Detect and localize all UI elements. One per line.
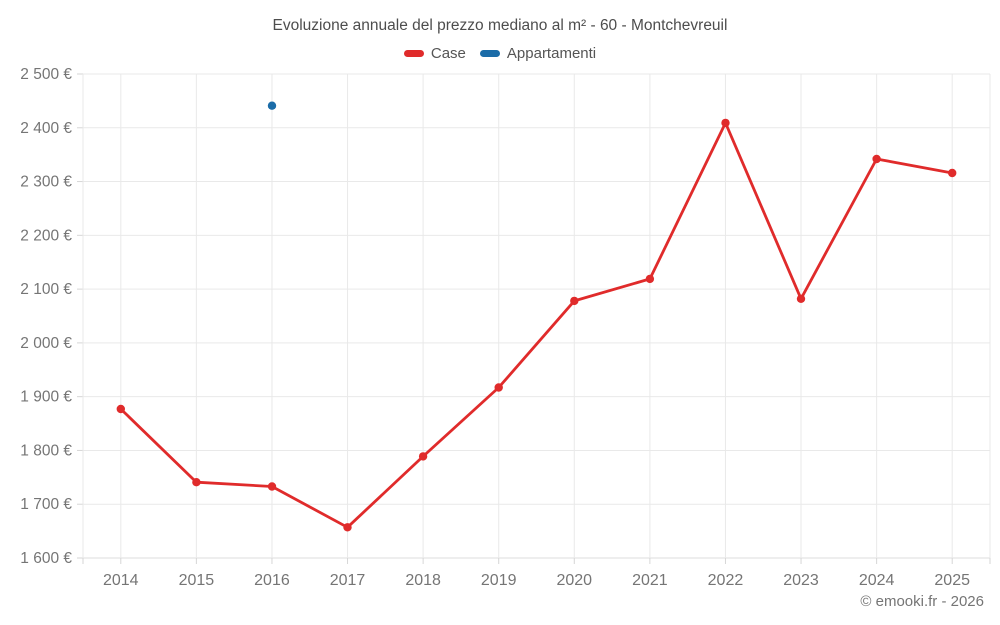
- chart-legend: Case Appartamenti: [0, 45, 1000, 62]
- case-point[interactable]: [796, 294, 806, 303]
- x-axis-label: 2018: [405, 572, 441, 589]
- case-point[interactable]: [116, 404, 126, 414]
- case-point[interactable]: [948, 168, 957, 178]
- case-point[interactable]: [192, 478, 201, 487]
- case-point[interactable]: [645, 274, 655, 284]
- y-axis-label: 2 500 €: [20, 66, 72, 83]
- x-axis-label: 2020: [556, 572, 592, 589]
- case-point[interactable]: [872, 154, 881, 164]
- x-axis-label: 2015: [179, 572, 215, 589]
- y-axis-label: 2 200 €: [20, 227, 72, 244]
- x-axis-label: 2022: [708, 572, 744, 589]
- x-axis-label: 2023: [783, 572, 819, 589]
- legend-label-appartamenti: Appartamenti: [506, 45, 597, 62]
- y-axis-label: 2 400 €: [20, 120, 72, 137]
- y-axis-label: 2 000 €: [20, 335, 72, 352]
- footer-credit: © emooki.fr - 2026: [860, 593, 984, 610]
- x-axis-label: 2021: [632, 572, 668, 589]
- x-axis-label: 2024: [859, 572, 895, 589]
- x-axis-label: 2017: [330, 572, 366, 589]
- y-axis-label: 1 800 €: [20, 442, 72, 459]
- case-point[interactable]: [418, 452, 428, 461]
- case-point[interactable]: [494, 383, 503, 392]
- x-axis-label: 2016: [254, 572, 290, 589]
- x-axis-label: 2014: [103, 572, 139, 589]
- legend-item-appartamenti[interactable]: Appartamenti: [479, 45, 597, 62]
- legend-label-case: Case: [430, 45, 466, 62]
- x-axis-label: 2019: [481, 572, 517, 589]
- case-point[interactable]: [570, 296, 579, 306]
- y-axis-label: 2 100 €: [20, 281, 72, 298]
- legend-item-case[interactable]: Case: [403, 45, 466, 62]
- y-axis-label: 1 900 €: [20, 389, 72, 406]
- case-point[interactable]: [721, 118, 730, 128]
- appartamenti-point[interactable]: [267, 101, 277, 110]
- appartamenti-color-swatch-icon: [479, 50, 500, 57]
- y-axis-label: 2 300 €: [20, 174, 72, 191]
- x-axis-label: 2025: [934, 572, 970, 589]
- case-line: [119, 121, 954, 529]
- case-point[interactable]: [267, 482, 277, 491]
- case-point[interactable]: [343, 523, 352, 532]
- y-axis-label: 1 600 €: [20, 550, 72, 567]
- case-color-swatch-icon: [403, 50, 424, 57]
- y-axis-label: 1 700 €: [20, 496, 72, 513]
- chart-title: Evoluzione annuale del prezzo mediano al…: [272, 17, 728, 34]
